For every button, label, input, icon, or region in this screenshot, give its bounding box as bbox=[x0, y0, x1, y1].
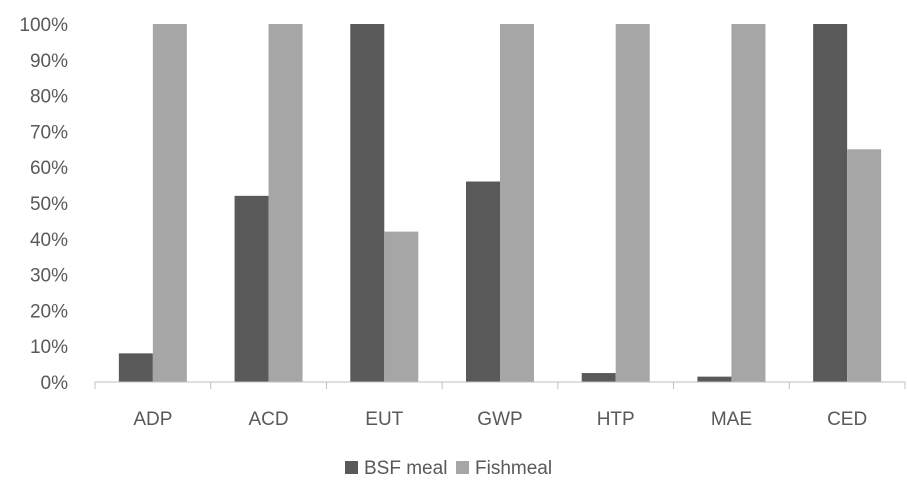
y-tick-label: 80% bbox=[30, 87, 68, 108]
x-category-label: ADP bbox=[133, 409, 172, 430]
y-tick-label: 100% bbox=[19, 15, 68, 36]
x-axis-ticks bbox=[94, 382, 906, 389]
bar-fishmeal-mae bbox=[731, 24, 766, 382]
bar-fishmeal-adp bbox=[152, 24, 187, 382]
x-category-label: CED bbox=[827, 409, 867, 430]
y-tick-label: 90% bbox=[30, 51, 68, 72]
legend-swatch bbox=[456, 461, 469, 474]
y-tick-label: 70% bbox=[30, 122, 68, 143]
legend-label: BSF meal bbox=[364, 458, 447, 479]
bar-bsf-meal-mae bbox=[697, 376, 732, 382]
bars bbox=[118, 24, 882, 382]
legend-label: Fishmeal bbox=[475, 458, 552, 479]
bar-bsf-meal-htp bbox=[581, 373, 616, 382]
bar-fishmeal-acd bbox=[268, 24, 303, 382]
y-tick-label: 0% bbox=[41, 373, 69, 394]
y-tick-label: 40% bbox=[30, 230, 68, 251]
x-axis-category-labels: ADP ACD EUT GWP HTP MAE CED bbox=[133, 409, 867, 430]
y-tick-label: 50% bbox=[30, 194, 68, 215]
y-tick-label: 30% bbox=[30, 266, 68, 287]
bar-fishmeal-gwp bbox=[500, 24, 534, 382]
x-category-label: ACD bbox=[249, 409, 289, 430]
x-category-label: GWP bbox=[477, 409, 522, 430]
x-category-label: MAE bbox=[711, 409, 752, 430]
y-axis-tick-labels: 0% 10% 20% 30% 40% 50% 60% 70% 80% 90% 100% bbox=[19, 15, 68, 394]
bar-bsf-meal-ced bbox=[813, 24, 848, 382]
x-category-label: HTP bbox=[597, 409, 635, 430]
bar-bsf-meal-eut bbox=[350, 24, 385, 382]
bar-fishmeal-htp bbox=[615, 24, 650, 382]
y-tick-label: 20% bbox=[30, 301, 68, 322]
x-category-label: EUT bbox=[365, 409, 403, 430]
y-tick-label: 60% bbox=[30, 158, 68, 179]
legend-swatch bbox=[345, 461, 358, 474]
bar-bsf-meal-adp bbox=[118, 353, 153, 382]
bar-bsf-meal-acd bbox=[234, 195, 269, 382]
bar-fishmeal-eut bbox=[384, 231, 419, 382]
bar-bsf-meal-gwp bbox=[466, 181, 500, 382]
y-tick-label: 10% bbox=[30, 337, 68, 358]
bar-fishmeal-ced bbox=[847, 149, 882, 382]
legend: BSF meal Fishmeal bbox=[345, 458, 552, 479]
